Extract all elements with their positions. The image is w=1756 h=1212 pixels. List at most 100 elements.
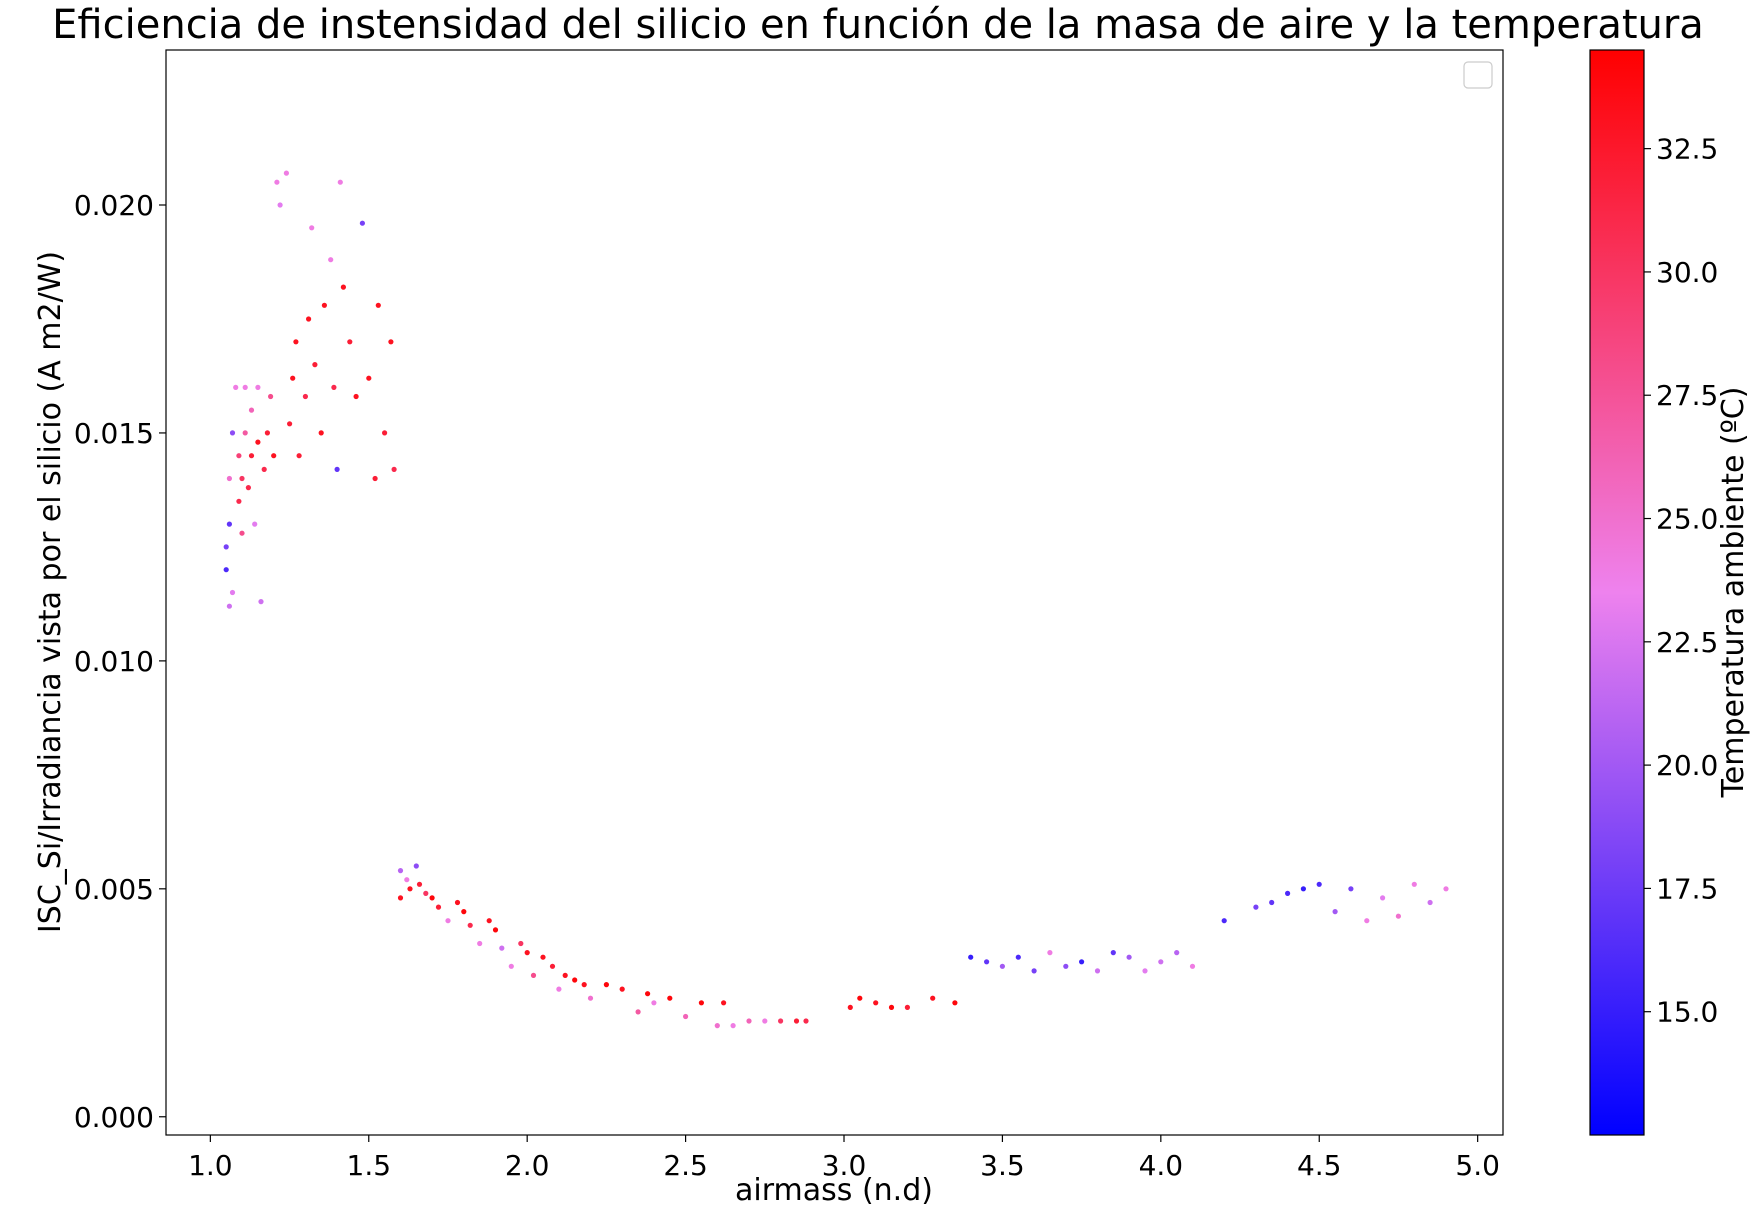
data-point [1126,954,1132,960]
data-point [454,899,461,906]
data-point [492,927,499,933]
data-point [581,982,587,988]
data-point [337,179,343,185]
data-point [1443,886,1449,892]
data-point [239,475,245,482]
y-tick-label: 0.005 [74,873,154,906]
data-point [1253,904,1259,910]
data-point [746,1018,752,1024]
data-point [226,603,232,609]
data-point [778,1018,784,1024]
data-point [274,179,280,185]
data-point [340,284,346,290]
data-point [397,895,404,901]
data-point [1047,950,1053,956]
data-point [518,940,524,947]
legend-box [1463,61,1493,89]
chart-title: Eficiencia de instensidad del silicio en… [52,2,1704,48]
data-point [258,599,264,605]
data-point [347,339,353,345]
x-axis-label: airmass (n.d) [735,1173,933,1208]
data-point [999,963,1006,969]
data-point [888,1004,895,1011]
data-point [1395,913,1401,919]
data-point [245,485,251,491]
data-point [1015,954,1021,960]
data-point [530,972,537,979]
data-point [477,940,483,947]
x-tick-label: 1.0 [188,1149,233,1182]
data-point [331,384,337,390]
data-point [619,986,625,992]
data-point [293,339,299,345]
x-tick-label: 3.5 [980,1149,1025,1182]
x-tick-label: 5.0 [1455,1149,1500,1182]
data-point [1158,959,1164,965]
data-point [1142,968,1148,974]
data-point [429,895,435,901]
colorbar-tick-label: 17.5 [1656,872,1718,905]
data-point [226,475,232,482]
data-point [407,886,413,892]
data-point [277,202,283,208]
data-point [1110,950,1116,956]
y-tick-label: 0.015 [74,417,154,450]
data-point [391,466,397,472]
data-point [524,950,530,956]
data-point [984,959,990,965]
data-point [467,922,473,928]
x-tick-label: 1.5 [347,1149,392,1182]
data-point [236,453,242,459]
data-point [651,1000,657,1006]
data-points [223,170,1449,1029]
data-point [334,466,340,472]
data-point [423,890,429,897]
data-point [1031,968,1037,974]
data-point [353,393,359,400]
data-point [1427,899,1433,906]
colorbar-tick-label: 25.0 [1656,503,1718,536]
x-tick-label: 3.0 [822,1149,867,1182]
data-point [968,954,974,960]
colorbar-tick-label: 22.5 [1656,626,1718,659]
data-point [873,1000,879,1006]
data-point [857,995,863,1001]
data-point [667,995,673,1001]
data-point [397,868,404,874]
data-point [226,521,232,527]
data-point [1174,950,1180,956]
data-point [261,466,267,472]
y-tick-label: 0.020 [74,189,154,222]
data-point [1348,886,1354,892]
data-point [321,302,327,308]
x-tick-label: 4.5 [1297,1149,1342,1182]
x-tick-label: 2.0 [505,1149,550,1182]
data-point [306,316,312,322]
data-point [233,384,239,390]
colorbar-tick-label: 30.0 [1656,256,1718,289]
data-point [952,1000,958,1006]
data-point [847,1004,853,1011]
x-tick-label: 4.0 [1139,1149,1184,1182]
data-point [296,453,302,459]
data-point [1380,895,1386,901]
x-tick-label: 2.5 [663,1149,708,1182]
data-point [290,375,296,381]
data-point [268,393,274,400]
data-point [287,421,293,427]
data-point [229,589,236,596]
data-point [318,430,324,436]
colorbar [1589,49,1645,1136]
data-point [930,995,936,1001]
data-point [223,567,229,573]
data-point [645,991,651,997]
colorbar-label: Temperatura ambiente (ºC) [1716,387,1751,799]
data-point [683,1013,689,1020]
data-point [328,257,334,263]
data-point [762,1018,768,1024]
data-point [904,1004,911,1011]
x-axis-ticks: 1.0 1.5 2.0 2.5 3.0 3.5 4.0 4.5 5.0 [188,1135,1500,1182]
data-point [562,972,568,979]
